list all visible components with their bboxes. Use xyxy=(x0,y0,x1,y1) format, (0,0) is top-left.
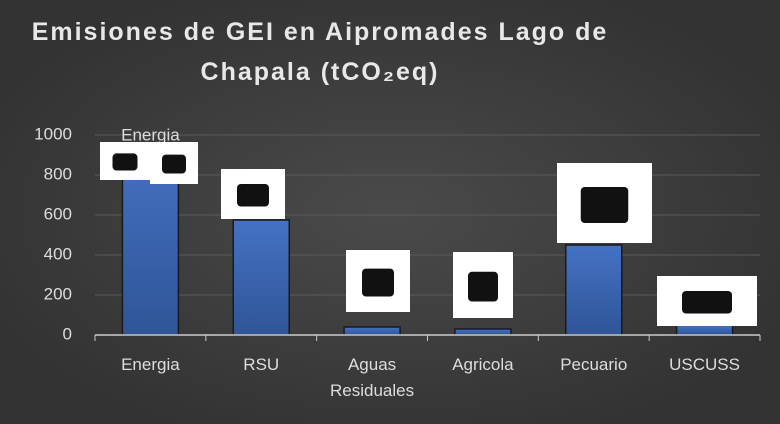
y-tick-label: 400 xyxy=(44,244,72,263)
icon-shape xyxy=(581,187,629,223)
x-tick-label: Aguas Residuales xyxy=(322,352,422,404)
x-tick-label: Pecuario xyxy=(544,352,644,378)
bar xyxy=(677,325,733,335)
chart: Emisiones de GEI en Aipromades Lago de C… xyxy=(0,0,780,424)
annotation: Energia xyxy=(121,125,180,144)
x-tick-label: Agricola xyxy=(433,352,533,378)
x-tick-label: RSU xyxy=(211,352,311,378)
icon-shape xyxy=(362,269,394,297)
icon-shape xyxy=(682,291,732,314)
y-tick-label: 600 xyxy=(44,204,72,223)
bar xyxy=(233,220,289,335)
x-tick-label: USCUSS xyxy=(655,352,755,378)
icon-shape xyxy=(113,153,138,170)
bar xyxy=(455,329,511,335)
icon-shape xyxy=(468,272,498,302)
bar xyxy=(344,327,400,335)
y-tick-label: 1000 xyxy=(34,124,72,143)
y-tick-label: 800 xyxy=(44,164,72,183)
y-tick-label: 0 xyxy=(63,324,72,343)
icon-shape xyxy=(237,184,269,207)
icon-shape xyxy=(162,155,186,174)
x-tick-label: Energia xyxy=(100,352,200,378)
bar xyxy=(566,245,622,335)
y-tick-label: 200 xyxy=(44,284,72,303)
